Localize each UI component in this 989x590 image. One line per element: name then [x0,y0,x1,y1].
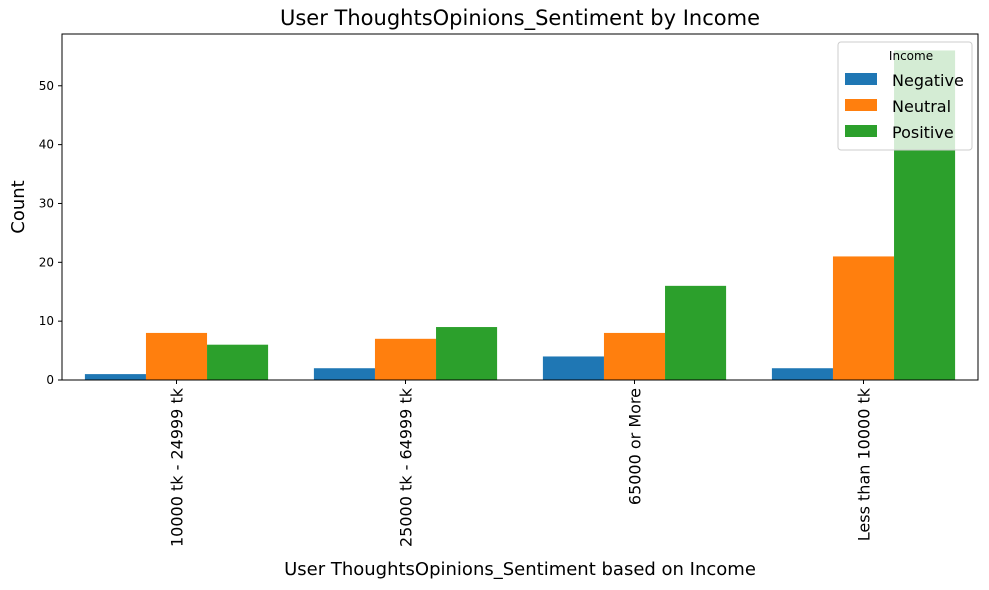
bar-neutral-0 [145,332,208,380]
x-axis-label: User ThoughtsOpinions_Sentiment based on… [284,559,756,580]
x-tick-label-3: Less than 10000 tk [855,387,874,541]
bar-positive-2 [665,285,727,380]
bar-neutral-3 [832,256,895,380]
bar-negative-3 [771,368,833,380]
x-tick-label-1: 25000 tk - 64999 tk [397,387,416,547]
bar-positive-0 [207,344,269,380]
legend-label-positive: Positive [892,123,954,142]
legend-label-negative: Negative [892,71,964,90]
y-tick-label-5: 50 [39,79,54,93]
legend-swatch-negative [845,73,877,85]
legend-swatch-neutral [845,99,877,111]
legend: Income Negative Neutral Positive [837,41,973,151]
y-tick-label-4: 40 [39,138,54,152]
plot-frame [61,33,979,381]
legend-items: Negative Neutral Positive [845,71,964,142]
y-tick-label-2: 20 [39,255,54,269]
legend-title: Income [889,49,933,63]
y-axis-label: Count [8,180,29,233]
bar-neutral-1 [374,338,437,380]
y-tick-label-0: 0 [46,373,54,387]
legend-label-neutral: Neutral [892,97,951,116]
x-axis: 10000 tk - 24999 tk 25000 tk - 64999 tk 65… [168,380,874,547]
chart-title: User ThoughtsOpinions_Sentiment by Incom… [280,6,760,31]
legend-swatch-positive [845,125,877,137]
bar-negative-0 [84,374,146,380]
legend-box [837,41,973,151]
bars-layer [84,50,956,380]
x-tick-label-2: 65000 or More [626,388,645,505]
bar-negative-2 [542,356,604,380]
bar-neutral-2 [603,332,666,380]
y-tick-label-1: 10 [39,314,54,328]
bar-negative-1 [313,368,375,380]
y-tick-label-3: 30 [39,196,54,210]
y-axis: 0 10 20 30 40 50 [39,79,62,387]
bar-positive-1 [436,327,498,380]
x-tick-label-0: 10000 tk - 24999 tk [168,387,187,547]
